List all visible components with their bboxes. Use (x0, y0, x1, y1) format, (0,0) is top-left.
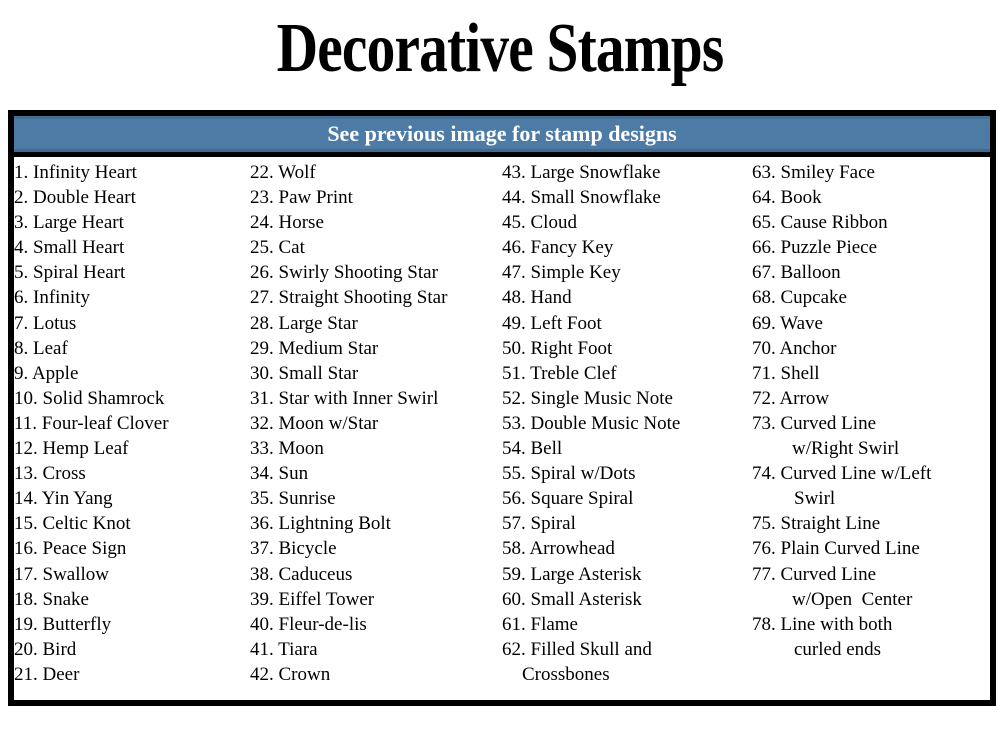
list-item: 34. Sun (250, 463, 309, 485)
list-item: 15. Celtic Knot (14, 513, 131, 535)
list-item: 74. Curved Line w/Left Swirl (752, 461, 990, 511)
list-item: 18. Snake (14, 588, 89, 610)
list-item: 43. Large Snowflake (502, 162, 661, 183)
list-item: 1. Infinity Heart (14, 162, 137, 183)
list-item-continuation: w/Right Swirl (792, 438, 900, 460)
panel-header: See previous image for stamp designs (14, 116, 990, 157)
list-item: 58. Arrowhead (502, 538, 615, 560)
list-item: 10. Solid Shamrock (14, 387, 165, 409)
list-item: 24. Horse (250, 212, 324, 234)
list-item: 64. Book (752, 187, 822, 209)
list-item: 2. Double Heart (14, 187, 136, 209)
list-item: 37. Bicycle (250, 538, 337, 560)
list-item: 6. Infinity (14, 287, 90, 309)
list-item: 75. Straight Line (752, 513, 881, 535)
list-item: 62. Filled Skull and Crossbones (502, 637, 752, 687)
list-item: 25. Cat (250, 237, 305, 259)
list-item: 32. Moon w/Star (250, 412, 379, 434)
list-item: 68. Cupcake (752, 287, 847, 309)
list-item: 5. Spiral Heart (14, 262, 126, 284)
list-item: 26. Swirly Shooting Star (250, 262, 438, 284)
list-item: 40. Fleur-de-lis (250, 613, 367, 635)
list-item: 33. Moon (250, 438, 324, 460)
list-item: 72. Arrow (752, 387, 830, 409)
list-item: 12. Hemp Leaf (14, 438, 129, 460)
list-item: 21. Deer (14, 663, 80, 685)
list-item: 35. Sunrise (250, 488, 336, 510)
list-item: 50. Right Foot (502, 337, 613, 359)
list-item: 51. Treble Clef (502, 362, 617, 384)
list-item: 76. Plain Curved Line (752, 538, 920, 560)
list-item: 46. Fancy Key (502, 237, 614, 259)
list-item: 70. Anchor (752, 337, 837, 359)
list-item: 63. Smiley Face (752, 162, 875, 183)
list-item: 19. Butterfly (14, 613, 112, 635)
list-item: 52. Single Music Note (502, 387, 673, 409)
list-item: 17. Swallow (14, 563, 109, 585)
list-item: 69. Wave (752, 312, 823, 334)
list-item: 78. Line with both curled ends (752, 612, 990, 662)
stamp-columns: 1. Infinity Heart 2. Double Heart 3. Large… (14, 157, 990, 687)
list-item: 48. Hand (502, 287, 572, 309)
stamp-column-1: 1. Infinity Heart 2. Double Heart 3. Large… (14, 160, 250, 687)
list-item-continuation: curled ends (794, 638, 882, 660)
list-item: 77. Curved Line w/Open Center (752, 562, 990, 612)
list-item: 66. Puzzle Piece (752, 237, 878, 259)
list-item: 11. Four-leaf Clover (14, 412, 169, 434)
list-item-continuation: Crossbones (522, 663, 610, 685)
list-item: 53. Double Music Note (502, 412, 681, 434)
list-item: 47. Simple Key (502, 262, 621, 284)
page-title: Decorative Stamps (276, 10, 725, 87)
list-item: 4. Small Heart (14, 237, 125, 259)
list-item: 29. Medium Star (250, 337, 379, 359)
list-item: 56. Square Spiral (502, 488, 634, 510)
list-item: 67. Balloon (752, 262, 841, 284)
list-item: 54. Bell (502, 438, 563, 460)
list-item-continuation: Swirl (794, 488, 836, 510)
list-item: 20. Bird (14, 638, 77, 660)
list-item: 49. Left Foot (502, 312, 602, 334)
stamp-column-3: 43. Large Snowflake 44. Small Snowflake 45… (502, 160, 752, 687)
list-item: 31. Star with Inner Swirl (250, 387, 439, 409)
list-item: 57. Spiral (502, 513, 576, 535)
list-item: 42. Crown (250, 663, 331, 685)
list-item: 59. Large Asterisk (502, 563, 642, 585)
list-item: 9. Apple (14, 362, 79, 384)
list-item: 71. Shell (752, 362, 820, 384)
list-item: 8. Leaf (14, 337, 68, 359)
list-item: 61. Flame (502, 613, 578, 635)
panel-header-text: See previous image for stamp designs (327, 121, 677, 146)
list-item: 39. Eiffel Tower (250, 588, 375, 610)
list-item: 13. Cross (14, 463, 86, 485)
list-item: 3. Large Heart (14, 212, 124, 234)
list-item: 16. Peace Sign (14, 538, 127, 560)
list-item: 36. Lightning Bolt (250, 513, 391, 535)
list-item: 23. Paw Print (250, 187, 353, 209)
list-item: 65. Cause Ribbon (752, 212, 888, 234)
list-item: 22. Wolf (250, 162, 316, 183)
stamp-column-4: 63. Smiley Face 64. Book 65. Cause Ribbon 6… (752, 160, 990, 687)
list-item: 7. Lotus (14, 312, 77, 334)
stamp-list-panel: See previous image for stamp designs 1. … (8, 110, 996, 706)
list-item: 27. Straight Shooting Star (250, 287, 448, 309)
stamp-column-2: 22. Wolf 23. Paw Print 24. Horse 25. Cat 26.… (250, 160, 502, 687)
list-item: 14. Yin Yang (14, 488, 113, 510)
list-item: 73. Curved Line w/Right Swirl (752, 411, 990, 461)
list-item: 45. Cloud (502, 212, 577, 234)
list-item: 41. Tiara (250, 638, 318, 660)
list-item: 44. Small Snowflake (502, 187, 661, 209)
list-item: 38. Caduceus (250, 563, 353, 585)
list-item: 30. Small Star (250, 362, 359, 384)
list-item: 60. Small Asterisk (502, 588, 642, 610)
list-item: 55. Spiral w/Dots (502, 463, 636, 485)
list-item-continuation: w/Open Center (792, 588, 913, 610)
list-item: 28. Large Star (250, 312, 358, 334)
